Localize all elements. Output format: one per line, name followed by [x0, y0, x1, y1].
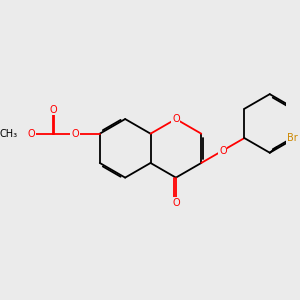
Text: CH₃: CH₃: [0, 129, 18, 139]
Text: O: O: [49, 105, 57, 115]
Text: O: O: [172, 197, 180, 208]
Text: O: O: [219, 146, 226, 155]
Text: O: O: [71, 129, 79, 139]
Text: O: O: [27, 129, 35, 139]
Text: Br: Br: [287, 133, 298, 143]
Text: O: O: [172, 114, 180, 124]
